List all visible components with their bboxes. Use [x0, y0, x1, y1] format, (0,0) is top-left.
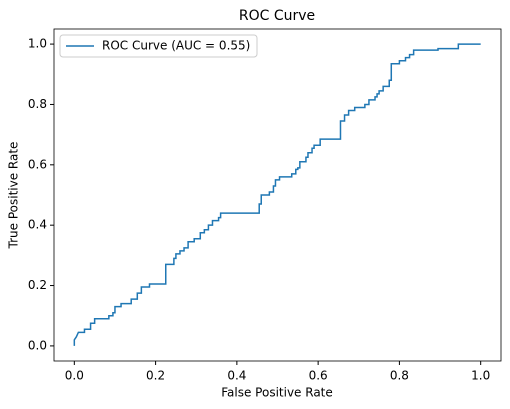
x-tick-label: 0.4 — [227, 369, 246, 383]
x-axis-label: False Positive Rate — [221, 386, 333, 400]
x-tick-label: 0.6 — [309, 369, 328, 383]
x-tick-label: 0.0 — [65, 369, 84, 383]
legend-label: ROC Curve (AUC = 0.55) — [102, 39, 250, 53]
y-tick-label: 0.0 — [28, 338, 47, 352]
plot-frame — [53, 28, 502, 362]
roc-line — [73, 43, 481, 346]
x-tick-label: 0.2 — [146, 369, 165, 383]
x-tick-label: 0.8 — [390, 369, 409, 383]
legend-box — [59, 34, 258, 58]
y-tick-label: 0.2 — [28, 278, 47, 292]
y-tick-label: 1.0 — [28, 37, 47, 51]
x-tick-label: 1.0 — [471, 369, 490, 383]
chart-title: ROC Curve — [239, 8, 315, 24]
y-tick-label: 0.8 — [28, 97, 47, 111]
y-axis-label: True Positive Rate — [7, 142, 21, 250]
y-tick-label: 0.6 — [28, 157, 47, 171]
y-tick-label: 0.4 — [28, 218, 47, 232]
